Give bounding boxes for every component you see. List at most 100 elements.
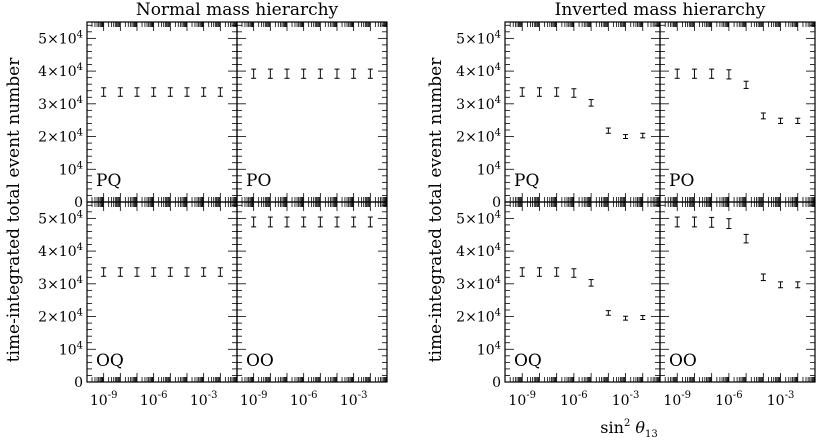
error-bar — [588, 99, 594, 107]
error-bar — [536, 87, 542, 97]
y-tick-label-text: 0 — [492, 195, 501, 211]
y-tick-label-exp: 4 — [495, 275, 501, 286]
x-tick-label: 10-9 — [90, 390, 118, 409]
y-tick-label-text: 10 — [477, 342, 495, 358]
error-bar — [640, 132, 646, 139]
y-tick-label: 2×104 — [456, 128, 501, 146]
x-tick-label-exp: -9 — [108, 390, 118, 401]
panel-label: OQ — [96, 351, 124, 371]
error-bar — [760, 273, 766, 282]
error-bar — [101, 267, 107, 277]
y-tick-label-text: 3×10 — [38, 277, 76, 293]
x-tick-label-base: 10 — [90, 393, 108, 409]
panel-label: OO — [669, 351, 697, 371]
y-tick-label-text: 4×10 — [38, 64, 76, 80]
chart-title: Inverted mass hierarchy — [555, 0, 766, 20]
x-tick-label-exp: -9 — [681, 390, 691, 401]
x-tick-label-base: 10 — [767, 393, 785, 409]
error-bar — [605, 310, 611, 316]
error-bar — [743, 233, 749, 244]
error-bar — [151, 87, 157, 97]
y-tick-label-exp: 4 — [495, 340, 501, 351]
y-tick-label-exp: 4 — [495, 62, 501, 73]
x-tick-label-base: 10 — [240, 393, 258, 409]
x-tick-label-exp: -6 — [578, 390, 588, 401]
y-tick-label: 104 — [477, 340, 501, 358]
y-tick-label: 3×104 — [456, 95, 501, 113]
y-tick-label-text: 4×10 — [38, 244, 76, 260]
error-bar — [743, 80, 749, 89]
x-tick-label-exp: -9 — [258, 390, 268, 401]
y-tick-label: 4×104 — [38, 242, 83, 260]
error-bar — [571, 88, 577, 98]
y-tick-label-text: 10 — [477, 162, 495, 178]
y-tick-label: 3×104 — [456, 275, 501, 293]
error-bar — [640, 315, 646, 320]
y-tick-label: 0 — [492, 375, 501, 391]
error-bar — [134, 267, 140, 277]
y-tick-label: 4×104 — [38, 62, 83, 80]
error-bar — [709, 216, 715, 228]
y-axis-label-right: time-integrated total event number — [426, 57, 446, 363]
error-bar — [367, 216, 373, 228]
x-axis-label: sin2 θ13 — [600, 418, 657, 440]
y-tick-label-text: 3×10 — [456, 97, 494, 113]
x-tick-label-base: 10 — [612, 393, 630, 409]
x-tick-label-exp: -3 — [208, 390, 218, 401]
error-bar — [623, 315, 629, 321]
y-tick-label: 5×104 — [456, 209, 501, 227]
y-tick-label-exp: 4 — [495, 308, 501, 319]
y-tick-label: 3×104 — [38, 95, 83, 113]
y-tick-label-text: 5×10 — [38, 31, 76, 47]
x-tick-label-base: 10 — [140, 393, 158, 409]
error-bar — [184, 87, 190, 97]
error-bar — [184, 267, 190, 277]
error-bar — [201, 87, 207, 97]
y-tick-label-exp: 4 — [495, 242, 501, 253]
x-tick-label-exp: -6 — [308, 390, 318, 401]
y-tick-label: 5×104 — [38, 209, 83, 227]
error-bar — [674, 68, 680, 79]
error-bar — [201, 267, 207, 277]
error-bar — [726, 218, 732, 230]
error-bar — [351, 216, 357, 228]
y-tick-label-text: 2×10 — [38, 130, 76, 146]
y-tick-label-text: 3×10 — [38, 97, 76, 113]
panel-label: PO — [669, 171, 694, 191]
error-bar — [795, 117, 801, 124]
error-bar — [760, 112, 766, 120]
y-tick-label-text: 4×10 — [456, 64, 494, 80]
y-tick-label-exp: 4 — [77, 340, 83, 351]
error-bar — [554, 267, 560, 277]
error-bar — [623, 134, 629, 140]
error-bar — [301, 68, 307, 79]
error-bar — [519, 267, 525, 277]
y-tick-label-text: 2×10 — [456, 130, 494, 146]
error-bar — [554, 87, 560, 97]
error-bar — [251, 68, 257, 79]
error-bar — [301, 216, 307, 228]
x-tick-label: 10-6 — [290, 390, 318, 409]
error-bar — [778, 281, 784, 289]
y-tick-label-exp: 4 — [77, 95, 83, 106]
y-tick-label-exp: 4 — [495, 128, 501, 139]
x-tick-label-exp: -3 — [358, 390, 368, 401]
y-tick-label-exp: 4 — [495, 160, 501, 171]
error-bar — [317, 216, 323, 228]
y-tick-label-text: 10 — [59, 162, 77, 178]
x-tick-label-base: 10 — [340, 393, 358, 409]
error-bar — [334, 216, 340, 228]
y-axis-label-left: time-integrated total event number — [4, 57, 24, 363]
y-tick-label-exp: 4 — [77, 160, 83, 171]
error-bar — [588, 279, 594, 287]
y-tick-label-exp: 4 — [77, 308, 83, 319]
error-bar — [167, 267, 173, 277]
y-tick-label: 2×104 — [38, 308, 83, 326]
x-tick-label-base: 10 — [290, 393, 308, 409]
error-bar — [284, 68, 290, 79]
x-tick-label: 10-9 — [240, 390, 268, 409]
y-tick-label: 5×104 — [38, 29, 83, 47]
